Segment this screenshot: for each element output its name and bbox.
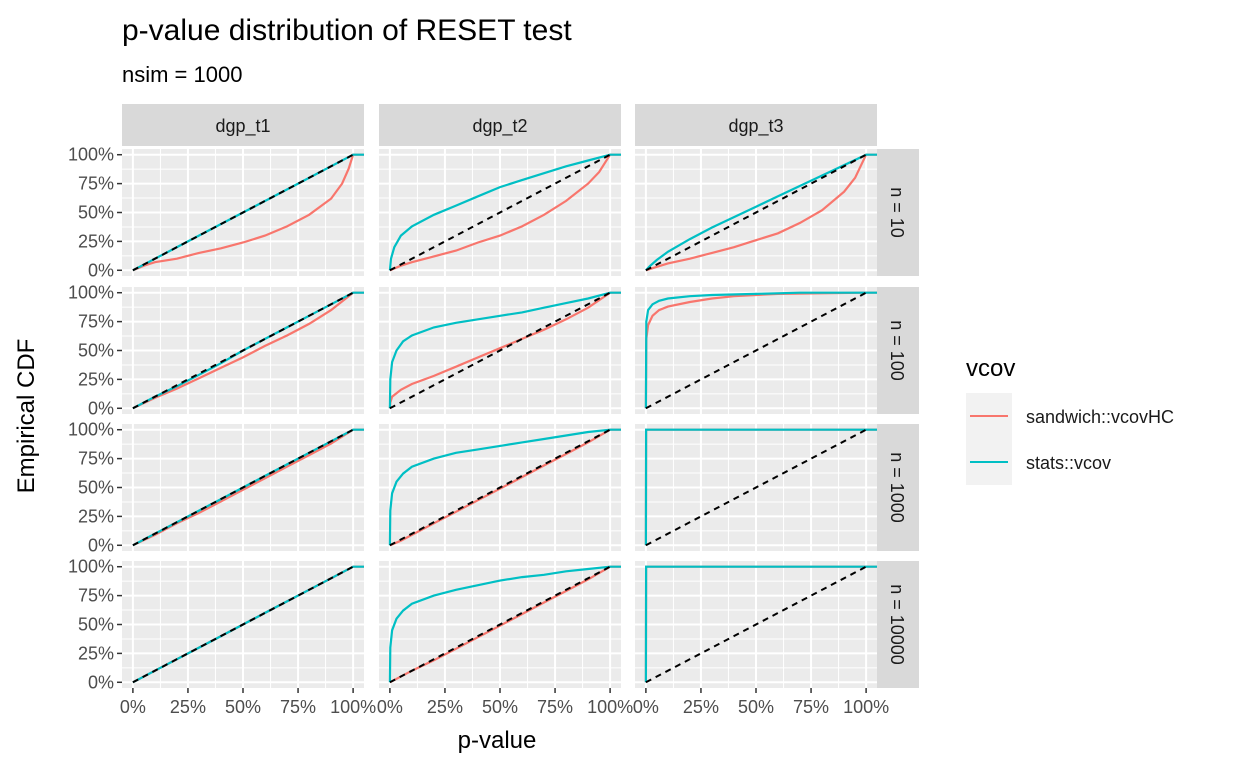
x-tick-label: 50% [738,697,774,717]
y-tick-label: 100% [68,557,114,577]
series-line-sandwich [132,153,364,272]
facet-strip-row [877,149,919,276]
series-line-stats [645,153,877,272]
facet-strip-row [877,424,919,551]
y-tick-label: 50% [78,341,114,361]
series-line-sandwich [389,153,621,272]
x-axis-label: p-value [458,727,537,754]
y-tick-label: 25% [78,643,114,663]
series-line-stats [388,153,621,271]
series-line-sandwich [645,153,877,272]
x-tick-label: 0% [633,697,659,717]
facet-strip-col-label: dgp_t1 [215,116,270,137]
y-tick-label: 100% [68,420,114,440]
x-tick-label: 75% [280,697,316,717]
y-tick-label: 50% [78,615,114,635]
x-tick-label: 25% [427,697,463,717]
y-tick-label: 75% [78,449,114,469]
y-tick-label: 25% [78,506,114,526]
series-line-sandwich [388,291,621,409]
facet-strip-col-label: dgp_t2 [472,116,527,137]
x-tick-label: 75% [793,697,829,717]
reference-diagonal [132,153,354,272]
x-tick-label: 100% [587,697,633,717]
x-tick-label: 25% [170,697,206,717]
facet-strip-row-label: n = 10000 [887,584,907,665]
reference-diagonal [645,565,867,684]
x-tick-label: 0% [120,697,146,717]
facet-strip-row [877,287,919,414]
reference-diagonal [132,428,354,547]
reference-diagonal [645,291,867,410]
reference-diagonal [389,291,611,410]
chart-title: p-value distribution of RESET test [122,14,572,47]
y-tick-label: 50% [78,203,114,223]
series-line-sandwich [132,291,364,410]
series-line-sandwich [389,428,621,547]
x-tick-label: 100% [843,697,889,717]
facet-panels: dgp_t1 dgp_t2 dgp_t3n = 10 n = 100 n = 1000 n… [68,104,919,717]
series-line-stats [644,428,877,546]
reference-diagonal [389,153,611,272]
y-tick-label: 0% [88,398,114,418]
series-line-stats [388,291,621,409]
reference-diagonal [389,565,611,684]
y-tick-label: 0% [88,260,114,280]
facet-strip-row-label: n = 100 [887,320,907,381]
reference-diagonal [389,428,611,547]
facet-strip-col [122,104,364,146]
reference-diagonal [132,291,354,410]
facet-strip-col-label: dgp_t3 [728,116,783,137]
y-tick-label: 75% [78,586,114,606]
y-tick-label: 100% [68,145,114,165]
reference-diagonal [645,428,867,547]
facet-strip-row-label: n = 1000 [887,452,907,523]
facet-strip-row-label: n = 10 [887,187,907,238]
legend-title: vcov [966,355,1015,382]
chart-subtitle: nsim = 1000 [122,62,242,87]
legend-label-stats: stats::vcov [1026,453,1111,473]
x-tick-label: 0% [377,697,403,717]
facet-strip-row [877,561,919,688]
x-tick-label: 50% [482,697,518,717]
series-line-stats [388,428,621,546]
y-tick-label: 0% [88,535,114,555]
x-tick-label: 100% [330,697,376,717]
legend: vcov sandwich::vcovHC stats::vcov [966,355,1174,485]
y-tick-label: 25% [78,369,114,389]
series-line-stats [644,291,877,409]
series-line-stats [388,565,621,683]
legend-label-sandwich: sandwich::vcovHC [1026,407,1174,427]
reference-diagonal [645,153,867,272]
x-tick-label: 25% [683,697,719,717]
x-tick-label: 75% [537,697,573,717]
y-tick-label: 50% [78,478,114,498]
y-axis-label: Empirical CDF [13,339,40,494]
y-tick-label: 25% [78,231,114,251]
x-tick-label: 50% [225,697,261,717]
y-tick-label: 100% [68,283,114,303]
reference-diagonal [132,565,354,684]
facet-strip-col [635,104,877,146]
facet-strip-col [379,104,621,146]
series-line-stats [644,565,877,683]
y-tick-label: 0% [88,672,114,692]
y-tick-label: 75% [78,174,114,194]
y-tick-label: 75% [78,312,114,332]
